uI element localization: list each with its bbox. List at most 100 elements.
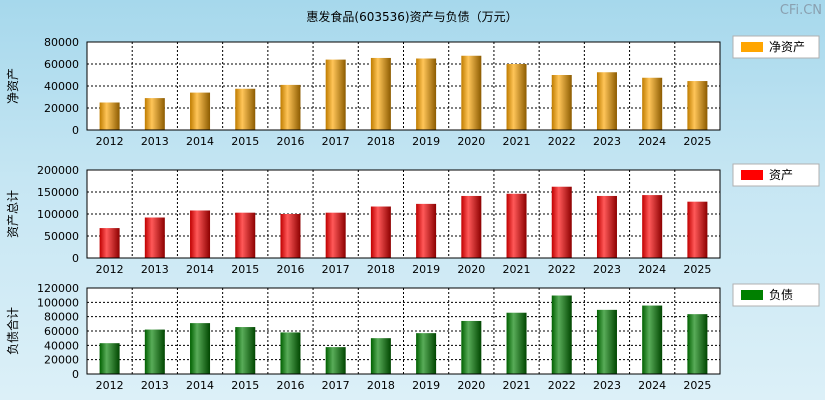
bar-total-assets-2019: [416, 203, 437, 258]
y-axis-label: 净资产: [6, 68, 20, 104]
bar-net-assets-2021: [506, 64, 527, 130]
bar-total-liabilities-2024: [642, 305, 663, 374]
x-tick-label: 2013: [141, 379, 169, 392]
bar-total-assets-2023: [596, 195, 617, 258]
legend-total-liabilities: 负债: [732, 283, 820, 307]
x-tick-label: 2023: [593, 135, 621, 148]
x-tick-label: 2022: [548, 379, 576, 392]
x-tick-label: 2017: [322, 135, 350, 148]
legend-swatch: [741, 170, 763, 180]
y-axis-label: 资产总计: [6, 190, 20, 238]
y-tick-label: 20000: [44, 102, 79, 115]
y-tick-label: 20000: [44, 354, 79, 367]
x-tick-label: 2019: [412, 135, 440, 148]
bar-total-assets-2024: [642, 195, 663, 258]
x-tick-label: 2012: [96, 135, 124, 148]
bar-net-assets-2025: [687, 81, 708, 130]
bar-total-assets-2025: [687, 201, 708, 258]
bar-total-assets-2015: [235, 212, 256, 258]
y-axis-label: 负债合计: [5, 307, 20, 355]
bar-total-assets-2017: [325, 212, 346, 258]
y-tick-label: 100000: [37, 296, 79, 309]
x-tick-label: 2016: [276, 379, 304, 392]
plot-border: [86, 169, 721, 259]
plot-border: [86, 41, 721, 131]
x-tick-label: 2015: [231, 379, 259, 392]
x-tick-label: 2013: [141, 135, 169, 148]
x-tick-label: 2014: [186, 379, 214, 392]
x-tick-label: 2020: [457, 135, 485, 148]
y-tick-label: 150000: [37, 186, 79, 199]
legend-total-assets: 资产: [732, 163, 820, 187]
x-tick-label: 2025: [683, 263, 711, 276]
x-tick-label: 2018: [367, 135, 395, 148]
y-tick-label: 0: [72, 124, 79, 137]
x-tick-label: 2016: [276, 135, 304, 148]
bar-net-assets-2017: [325, 59, 346, 130]
bar-total-assets-2013: [144, 217, 165, 258]
bar-net-assets-2024: [642, 77, 663, 130]
legend-swatch: [741, 290, 763, 300]
x-tick-label: 2014: [186, 263, 214, 276]
watermark: CFi.CN: [780, 3, 822, 18]
bar-net-assets-2023: [596, 72, 617, 130]
x-tick-label: 2019: [412, 379, 440, 392]
x-tick-label: 2021: [503, 263, 531, 276]
y-tick-label: 0: [72, 252, 79, 265]
legend-net-assets: 净资产: [732, 35, 820, 59]
y-tick-label: 120000: [37, 282, 79, 295]
y-tick-label: 60000: [44, 325, 79, 338]
panel-total-assets: 200000 150000 100000 50000 0 2012 2013 2014 2015…: [6, 163, 820, 276]
x-tick-label: 2015: [231, 135, 259, 148]
bar-total-liabilities-2014: [190, 323, 211, 374]
bar-net-assets-2020: [461, 55, 482, 130]
x-tick-label: 2022: [548, 135, 576, 148]
bar-total-liabilities-2016: [280, 332, 301, 374]
bar-total-liabilities-2017: [325, 347, 346, 374]
x-tick-label: 2022: [548, 263, 576, 276]
x-tick-label: 2021: [503, 135, 531, 148]
plot-border: [86, 287, 721, 375]
x-tick-label: 2016: [276, 263, 304, 276]
legend-swatch: [741, 42, 763, 52]
legend-label: 净资产: [769, 40, 805, 54]
bar-total-assets-2014: [190, 210, 211, 258]
legend-label: 负债: [769, 288, 793, 302]
bar-total-liabilities-2013: [144, 329, 165, 374]
bar-total-liabilities-2015: [235, 327, 256, 374]
y-tick-label: 80000: [44, 36, 79, 49]
legend-box: [732, 163, 820, 187]
y-tick-label: 0: [72, 368, 79, 381]
bar-net-assets-2012: [99, 102, 120, 130]
x-tick-label: 2018: [367, 379, 395, 392]
x-tick-label: 2024: [638, 135, 666, 148]
bar-net-assets-2018: [370, 57, 391, 131]
bar-total-liabilities-2022: [551, 295, 572, 374]
bar-total-liabilities-2018: [370, 338, 391, 374]
bar-total-assets-2021: [506, 193, 527, 258]
bar-net-assets-2015: [235, 88, 256, 130]
panel-net-assets: 80000 60000 40000 20000 0 2012 2013 2014 2015 201…: [6, 35, 820, 148]
bar-total-liabilities-2023: [596, 309, 617, 374]
y-tick-label: 50000: [44, 230, 79, 243]
bar-total-assets-2018: [370, 206, 391, 258]
bar-total-liabilities-2021: [506, 312, 527, 374]
legend-box: [732, 35, 820, 59]
x-tick-label: 2017: [322, 379, 350, 392]
x-tick-label: 2017: [322, 263, 350, 276]
x-tick-label: 2023: [593, 263, 621, 276]
x-tick-label: 2012: [96, 379, 124, 392]
x-tick-label: 2023: [593, 379, 621, 392]
x-tick-label: 2012: [96, 263, 124, 276]
bar-total-liabilities-2012: [99, 343, 120, 374]
legend-box: [732, 283, 820, 307]
x-tick-label: 2014: [186, 135, 214, 148]
y-tick-label: 60000: [44, 58, 79, 71]
y-tick-label: 80000: [44, 311, 79, 324]
bar-net-assets-2014: [190, 92, 211, 130]
x-tick-label: 2024: [638, 263, 666, 276]
x-tick-label: 2020: [457, 379, 485, 392]
x-tick-label: 2024: [638, 379, 666, 392]
